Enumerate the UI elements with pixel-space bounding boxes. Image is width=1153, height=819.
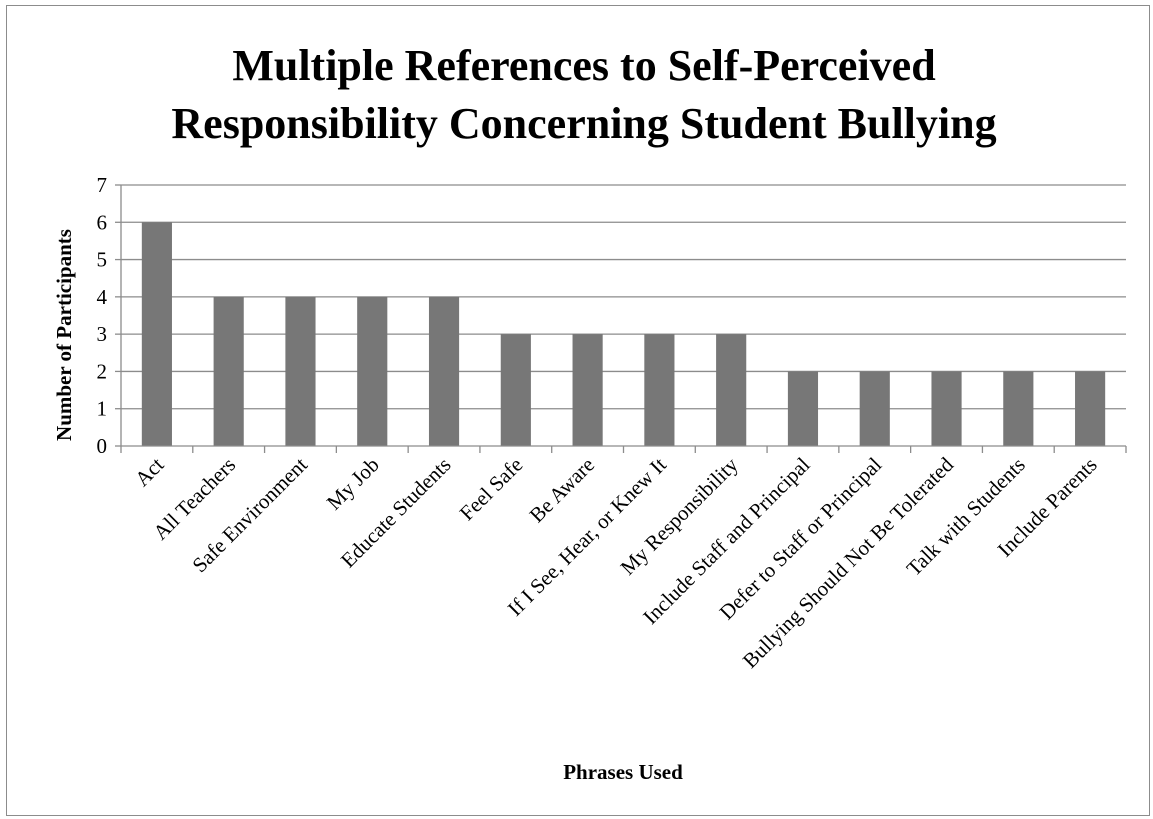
y-tick-label: 4 [97,285,108,309]
axes [115,184,1127,453]
bar [572,334,603,446]
y-tick-label: 2 [97,359,108,383]
y-tick-label: 6 [97,210,108,234]
x-tick-label: Be Aware [525,453,600,528]
bar [500,334,531,446]
bar [1003,371,1034,446]
bar [859,371,890,446]
y-tick-label: 3 [97,322,108,346]
y-tick-labels: 0 1 2 3 4 5 6 7 [97,173,108,458]
y-axis-label: Number of Participants [52,229,76,441]
bars [141,222,1106,446]
bar [716,334,747,446]
chart-title-line-2: Responsibility Concerning Student Bullyi… [171,99,996,148]
bar [141,222,172,446]
y-tick-label: 0 [97,434,108,458]
gridlines [121,184,1126,410]
x-axis-label: Phrases Used [563,760,683,784]
x-tick-label: My Job [322,453,384,515]
chart-title-line-1: Multiple References to Self-Perceived [232,41,935,90]
x-tick-label: Act [130,452,169,491]
bar [428,296,460,446]
bar [787,371,819,446]
bar [285,296,316,446]
bar [931,371,962,446]
bar [644,334,675,446]
y-tick-label: 7 [97,173,108,197]
x-tick-label: Feel Safe [455,453,528,526]
bar [357,296,388,446]
bar [1075,371,1106,446]
y-tick-label: 1 [97,397,108,421]
y-tick-label: 5 [97,248,108,272]
bar [213,296,244,446]
